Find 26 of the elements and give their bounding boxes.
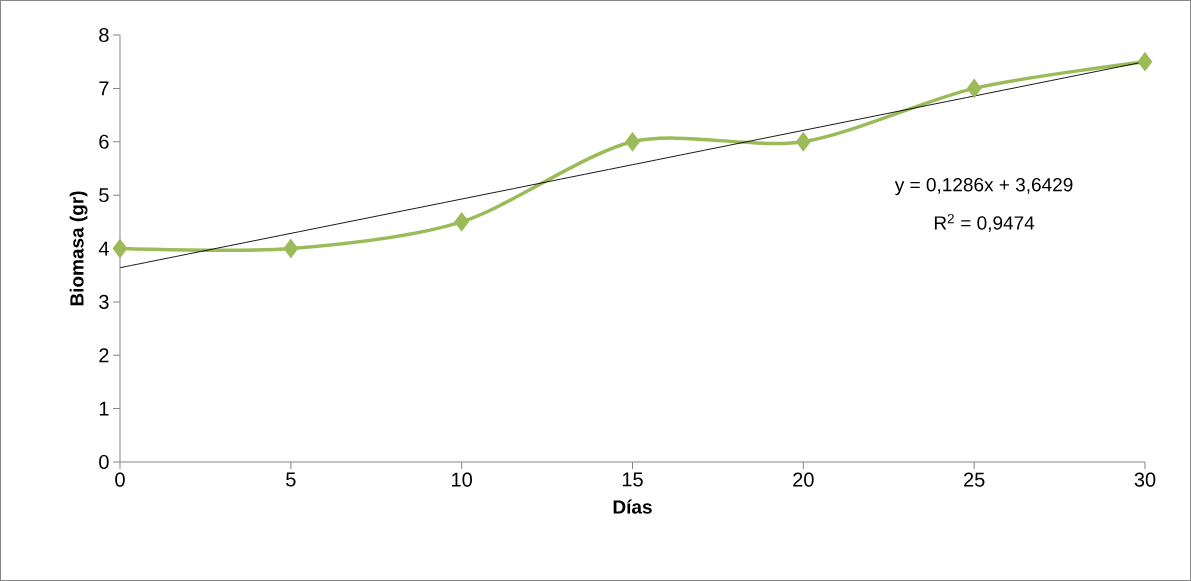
point xyxy=(625,133,640,151)
y-tick-label: 2 xyxy=(99,348,109,363)
point xyxy=(283,239,298,258)
y-tick-label: 0 xyxy=(99,454,109,470)
y-axis-title: Biomasa (gr) xyxy=(69,191,88,306)
annotation: y = 0,1286x + 3,6429 xyxy=(894,177,1073,196)
y-tick-label: 3 xyxy=(99,294,109,309)
y-tick-label: 6 xyxy=(99,134,109,149)
x-tick-label: 30 xyxy=(1134,472,1156,487)
point xyxy=(967,79,982,98)
x-axis-title: Días xyxy=(613,499,652,514)
x-tick-label: 15 xyxy=(622,472,643,487)
y-tick-label: 8 xyxy=(99,27,109,43)
y-tick-label: 5 xyxy=(99,188,109,203)
point xyxy=(113,239,127,258)
annotation: R$^{2}$ = 0,9474 xyxy=(934,213,1035,232)
x-tick-label: 20 xyxy=(793,472,814,487)
y-tick-label: 7 xyxy=(99,81,109,96)
y-tick-label: 4 xyxy=(98,241,109,256)
point xyxy=(796,133,811,151)
x-tick-label: 10 xyxy=(452,472,472,487)
x-tick-label: 0 xyxy=(115,472,125,487)
y-tick-label: 1 xyxy=(99,401,109,416)
point xyxy=(454,213,469,231)
x-tick-label: 5 xyxy=(286,472,296,487)
x-tick-label: 25 xyxy=(964,472,985,487)
